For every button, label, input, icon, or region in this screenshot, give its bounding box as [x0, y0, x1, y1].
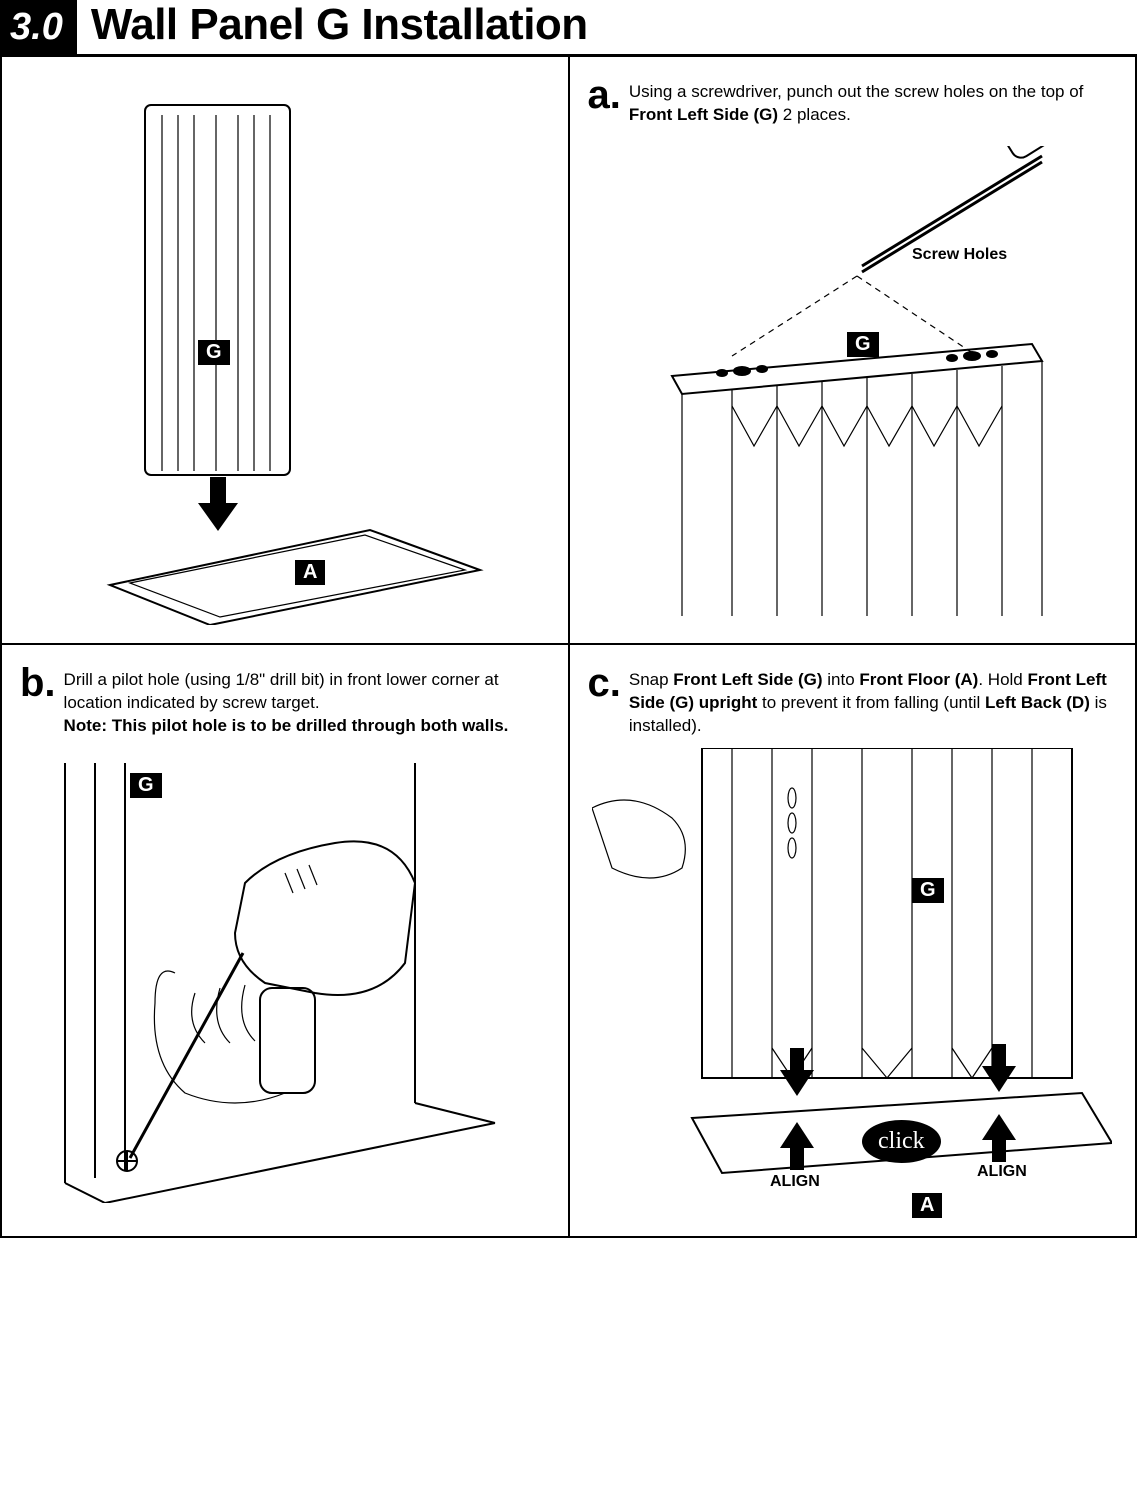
click-badge: click [862, 1120, 941, 1163]
step-a-illustration: Screw Holes [588, 137, 1118, 625]
step-b-text: Drill a pilot hole (using 1/8" drill bit… [64, 663, 550, 738]
part-label-g-step-a: G [847, 332, 879, 357]
step-c-t3: . Hold [978, 670, 1027, 689]
step-c-text: Snap Front Left Side (G) into Front Floo… [629, 663, 1117, 738]
step-b-header: b. Drill a pilot hole (using 1/8" drill … [20, 663, 550, 738]
align-label-right: ALIGN [977, 1163, 1027, 1180]
section-number-badge: 3.0 [0, 0, 77, 54]
step-c-b4: Left Back (D) [985, 693, 1090, 712]
step-c-header: c. Snap Front Left Side (G) into Front F… [588, 663, 1118, 738]
step-c-letter: c. [588, 663, 621, 703]
part-label-a-overview: A [295, 560, 325, 585]
align-label-left: ALIGN [770, 1173, 820, 1190]
step-c-t1: Snap [629, 670, 673, 689]
part-label-g-step-c: G [912, 878, 944, 903]
step-a-cell: a. Using a screwdriver, punch out the sc… [569, 57, 1136, 644]
step-a-header: a. Using a screwdriver, punch out the sc… [588, 75, 1118, 127]
step-c-t4: to prevent it from falling (until [757, 693, 985, 712]
step-a-text: Using a screwdriver, punch out the screw… [629, 75, 1117, 127]
step-b-cell: b. Drill a pilot hole (using 1/8" drill … [2, 644, 569, 1236]
page-header: 3.0 Wall Panel G Installation [0, 0, 1137, 57]
part-label-g-overview: G [198, 340, 230, 365]
step-b-note: Note: This pilot hole is to be drilled t… [64, 716, 509, 735]
overview-illustration-cell: G A [2, 57, 569, 644]
step-a-text-1: Using a screwdriver, punch out the screw… [629, 82, 1084, 101]
part-label-a-step-c: A [912, 1193, 942, 1218]
screw-holes-callout: Screw Holes [912, 246, 1007, 263]
section-title: Wall Panel G Installation [77, 0, 588, 54]
step-b-line1: Drill a pilot hole (using 1/8" drill bit… [64, 670, 499, 712]
step-b-letter: b. [20, 663, 56, 703]
step-c-b1: Front Left Side (G) [673, 670, 822, 689]
step-c-b2: Front Floor (A) [859, 670, 978, 689]
content-grid: G A a. Using a screwdriver, punch out th… [0, 57, 1137, 1238]
part-label-g-step-b: G [130, 773, 162, 798]
step-c-t2: into [823, 670, 860, 689]
step-a-text-2: 2 places. [778, 105, 851, 124]
step-c-cell: c. Snap Front Left Side (G) into Front F… [569, 644, 1136, 1236]
step-c-illustration: G A click ALIGN ALIGN [588, 748, 1118, 1218]
step-a-bold-1: Front Left Side (G) [629, 105, 778, 124]
step-a-letter: a. [588, 75, 621, 115]
step-b-illustration: G [20, 748, 550, 1218]
overview-illustration: G A [20, 85, 550, 625]
